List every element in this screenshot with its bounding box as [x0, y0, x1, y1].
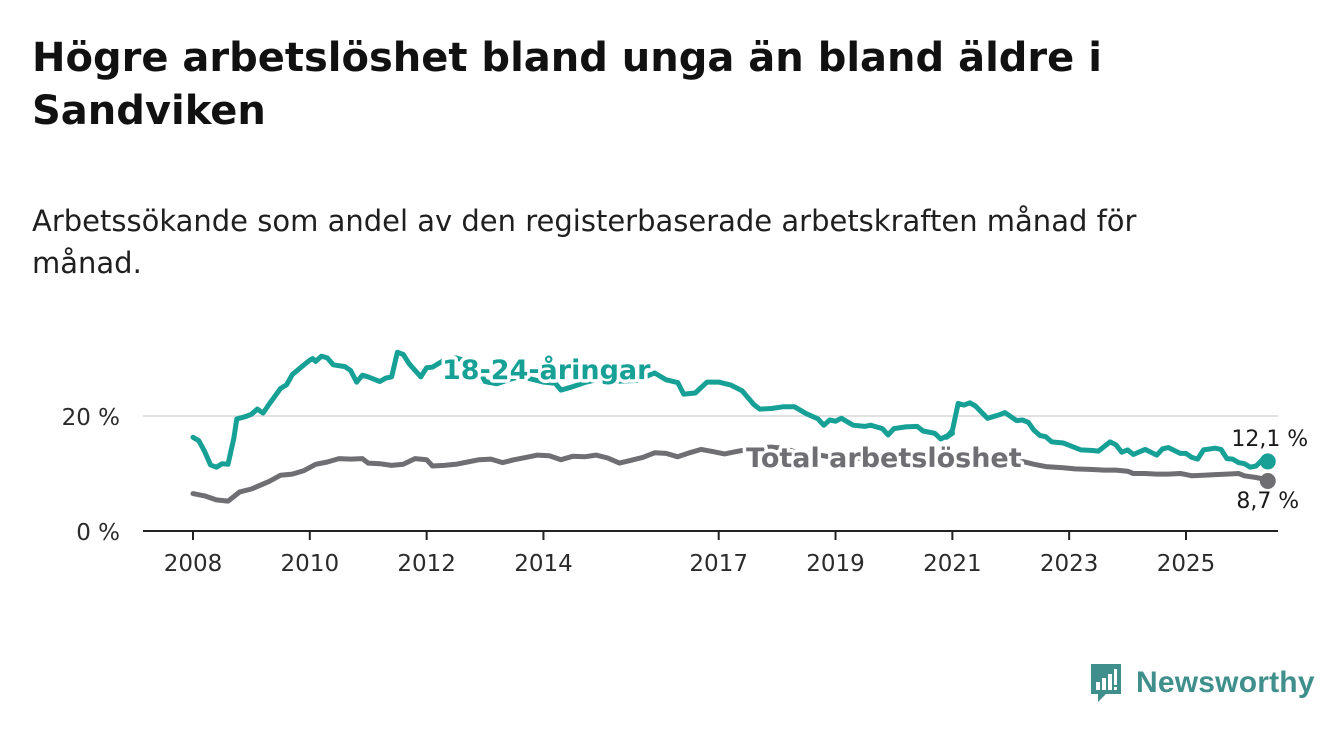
- x-tick-label: 2023: [1040, 551, 1099, 577]
- series-end-dot-youth: [1259, 453, 1276, 470]
- series-line-youth: [190, 349, 1271, 470]
- series-label-youth: 18-24-åringar: [442, 354, 651, 386]
- y-tick-label: 20 %: [62, 405, 120, 431]
- bar-chart-logo-icon: [1091, 664, 1121, 702]
- x-axis-ticks: 2008 2010 2012 2014 2017 2019 2021 2023 2025: [164, 551, 1216, 577]
- series-label-total: Total arbetslöshet: [746, 443, 1022, 474]
- x-tick-label: 2021: [923, 551, 982, 577]
- series-line-total: [190, 444, 1271, 504]
- y-axis-ticks: 0 % 20 %: [62, 405, 120, 546]
- series-labels: 18-24-åringar Total arbetslöshet 12,1 % 8,7…: [439, 351, 1309, 515]
- x-tick-label: 2017: [689, 551, 748, 577]
- y-tick-label: 0 %: [76, 520, 120, 546]
- x-axis: [143, 530, 1278, 540]
- x-tick-label: 2012: [397, 551, 456, 577]
- brand-name: Newsworthy: [1136, 666, 1315, 699]
- end-value-label-total: 8,7 %: [1236, 489, 1299, 514]
- chart-title: Högre arbetslöshet bland unga än bland ä…: [32, 35, 1102, 134]
- series-lines: [190, 349, 1276, 504]
- x-tick-label: 2010: [281, 551, 340, 577]
- x-tick-label: 2019: [806, 551, 865, 577]
- x-tick-label: 2025: [1157, 551, 1216, 577]
- newsworthy-logo: Newsworthy: [1088, 661, 1315, 705]
- x-tick-label: 2008: [164, 551, 223, 577]
- series-end-dot-total: [1259, 472, 1276, 489]
- end-value-label-youth: 12,1 %: [1231, 427, 1308, 452]
- chart-subtitle: Arbetssökande som andel av den registerb…: [32, 204, 1137, 280]
- line-chart: 0 % 20 % 2008 2010 2012 2014 2017 2019 2021 2023…: [62, 349, 1309, 577]
- x-tick-label: 2014: [514, 551, 573, 577]
